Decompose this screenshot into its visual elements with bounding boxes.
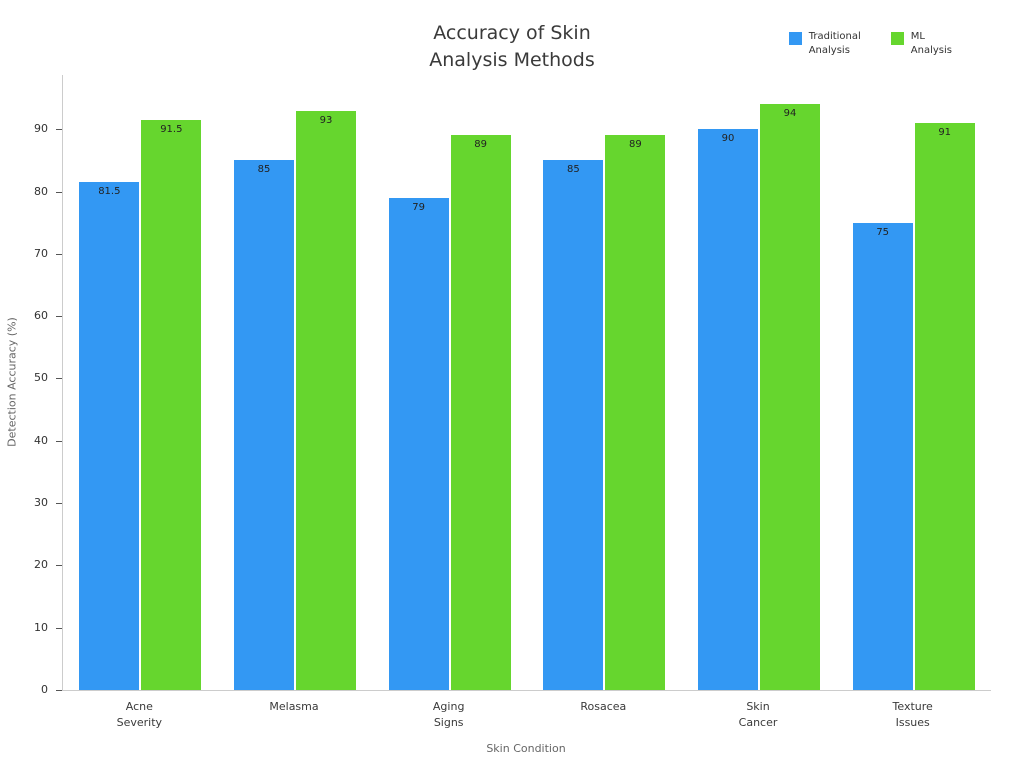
x-category-label: Texture Issues bbox=[892, 700, 933, 729]
y-axis-ticks: 0 10 20 30 40 50 60 70 80 90 bbox=[0, 75, 62, 696]
bar-group-skin-cancer: 90 94 bbox=[682, 75, 837, 690]
x-category-label: Rosacea bbox=[580, 700, 627, 713]
bar-group-aging-signs: 79 89 bbox=[372, 75, 527, 690]
legend-item-ml-analysis: ML Analysis bbox=[890, 30, 952, 58]
bar-value-label: 89 bbox=[474, 139, 488, 151]
bar-ml-analysis: 93 bbox=[296, 110, 356, 690]
bar-ml-analysis: 94 bbox=[760, 104, 821, 690]
y-tick-mark bbox=[56, 503, 62, 505]
y-tick-mark bbox=[56, 378, 62, 380]
y-tick-label: 20 bbox=[34, 558, 48, 572]
y-tick-mark bbox=[56, 129, 62, 131]
bar-value-label: 79 bbox=[412, 201, 426, 213]
legend-swatch bbox=[890, 32, 904, 45]
bar-value-label: 81.5 bbox=[98, 186, 121, 198]
y-tick-label: 90 bbox=[34, 122, 48, 136]
y-tick-mark bbox=[56, 253, 62, 255]
y-tick-mark bbox=[56, 440, 62, 442]
bar-group-acne-severity: 81.5 91.5 bbox=[63, 75, 218, 690]
x-axis-label: Skin Condition bbox=[486, 742, 566, 755]
bar-group-texture-issues: 75 91 bbox=[836, 75, 991, 690]
legend-item-traditional-analysis: Traditional Analysis bbox=[788, 30, 861, 58]
bar-ml-analysis: 91 bbox=[914, 122, 975, 690]
bar-traditional-analysis: 85 bbox=[543, 160, 604, 690]
y-tick-label: 0 bbox=[41, 683, 48, 696]
bar-value-label: 94 bbox=[783, 108, 797, 120]
bar-traditional-analysis: 79 bbox=[388, 197, 449, 690]
y-tick-label: 70 bbox=[34, 246, 48, 260]
y-tick-label: 60 bbox=[34, 309, 48, 323]
chart-legend: Traditional Analysis ML Analysis bbox=[788, 30, 952, 58]
bar-ml-analysis: 89 bbox=[450, 135, 511, 690]
bar-value-label: 93 bbox=[319, 114, 333, 126]
y-tick-mark bbox=[56, 627, 62, 629]
bar-value-label: 90 bbox=[721, 133, 735, 145]
bar-ml-analysis: 89 bbox=[605, 135, 666, 690]
bar-ml-analysis: 91.5 bbox=[141, 119, 202, 690]
y-tick-label: 10 bbox=[34, 620, 48, 634]
x-category-label: Melasma bbox=[269, 700, 319, 713]
y-tick-mark bbox=[56, 191, 62, 193]
y-tick-mark bbox=[56, 565, 62, 567]
x-axis-categories: Acne Severity Melasma Aging Signs Rosacea Sk… bbox=[62, 699, 990, 731]
x-category-label: Aging Signs bbox=[432, 700, 465, 729]
x-category-label: Acne Severity bbox=[116, 700, 163, 729]
x-category-label: Skin Cancer bbox=[738, 700, 778, 729]
plot-area: 81.5 91.5 85 93 79 89 85 89 90 94 75 91 bbox=[62, 75, 991, 691]
bar-group-melasma: 85 93 bbox=[218, 75, 373, 690]
bar-value-label: 75 bbox=[876, 226, 890, 238]
bar-traditional-analysis: 85 bbox=[234, 160, 294, 690]
bar-traditional-analysis: 75 bbox=[852, 222, 913, 690]
bar-value-label: 91 bbox=[938, 126, 952, 138]
y-tick-mark bbox=[56, 316, 62, 318]
bar-traditional-analysis: 90 bbox=[698, 129, 759, 690]
legend-label: ML Analysis bbox=[910, 31, 952, 56]
y-tick-label: 80 bbox=[34, 184, 48, 198]
bar-value-label: 91.5 bbox=[160, 123, 183, 135]
bar-value-label: 85 bbox=[257, 164, 271, 176]
y-tick-label: 30 bbox=[34, 496, 48, 510]
y-tick-mark bbox=[56, 690, 62, 691]
bar-traditional-analysis: 81.5 bbox=[79, 182, 140, 690]
bar-value-label: 89 bbox=[628, 139, 642, 151]
y-tick-label: 40 bbox=[34, 433, 48, 447]
chart-title: Accuracy of Skin Analysis Methods bbox=[429, 22, 595, 71]
y-tick-label: 50 bbox=[34, 371, 48, 385]
legend-label: Traditional Analysis bbox=[808, 31, 861, 56]
bar-value-label: 85 bbox=[566, 164, 580, 176]
legend-swatch bbox=[788, 32, 802, 45]
bar-group-rosacea: 85 89 bbox=[527, 75, 682, 690]
